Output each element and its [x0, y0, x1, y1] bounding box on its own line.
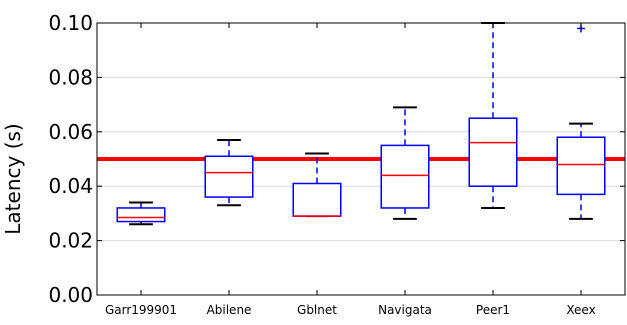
x-tick-label: Gblnet — [297, 303, 337, 317]
box — [380, 144, 430, 209]
x-tick-label: Peer1 — [476, 303, 510, 317]
grid-layer — [97, 76, 625, 242]
box — [204, 155, 254, 198]
box-group — [556, 24, 606, 220]
y-axis-title: Latency (s) — [1, 123, 25, 234]
box — [292, 182, 342, 217]
box-group — [204, 138, 254, 207]
box — [468, 117, 518, 187]
y-tick-label: 0.00 — [48, 283, 93, 307]
box-group — [292, 152, 342, 218]
boxes-layer — [116, 22, 606, 226]
box — [116, 207, 166, 223]
x-tick-label: Navigata — [378, 303, 432, 317]
plot-frame — [96, 22, 626, 296]
box — [556, 136, 606, 196]
x-tick-label: Abilene — [207, 303, 252, 317]
box-group — [380, 106, 430, 220]
box-group — [116, 201, 166, 226]
y-tick-label: 0.04 — [48, 174, 93, 198]
x-tick-label: Xeex — [566, 303, 595, 317]
y-tick-label: 0.06 — [48, 120, 93, 144]
y-tick-label: 0.10 — [48, 11, 93, 35]
y-tick-label: 0.02 — [48, 229, 93, 253]
x-tick-label: Garr199901 — [105, 303, 177, 317]
y-tick-label: 0.08 — [48, 65, 93, 89]
box-group — [468, 22, 518, 209]
ticks-layer: 0.00 0.02 0.04 0.06 0.08 0.10 Garr199901 Abilen… — [48, 11, 625, 317]
